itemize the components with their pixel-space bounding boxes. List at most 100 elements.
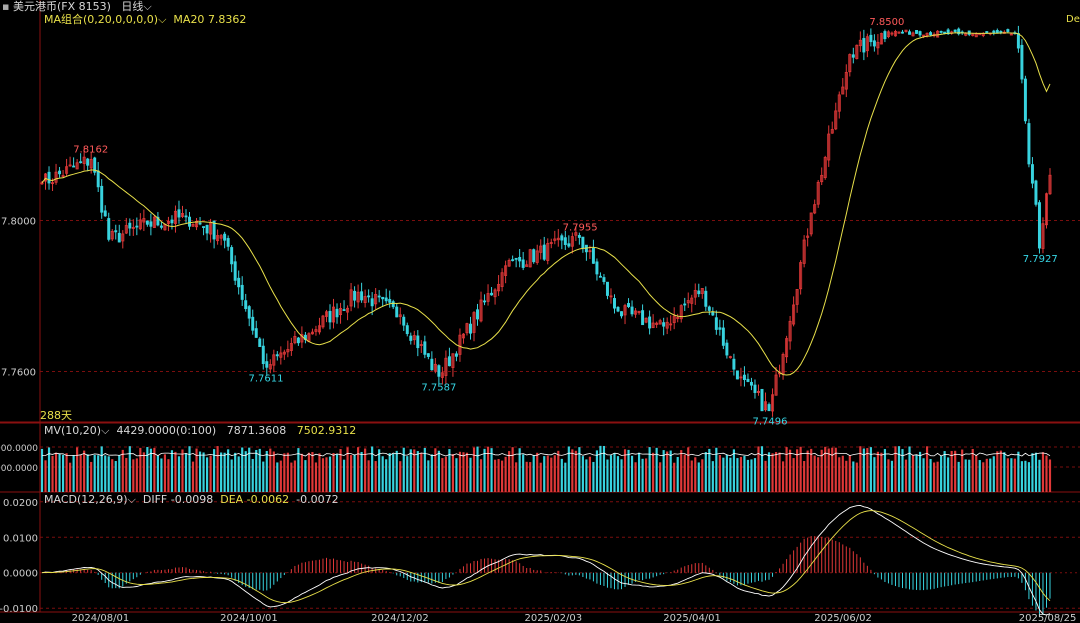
volume-bar xyxy=(385,459,388,492)
candle-body xyxy=(806,235,810,238)
volume-bar xyxy=(434,448,437,492)
candle-body xyxy=(205,224,209,234)
candle-body xyxy=(1037,202,1041,249)
volume-bar xyxy=(578,447,581,492)
volume-bar xyxy=(93,454,96,492)
candle-body xyxy=(184,215,188,218)
candle-body xyxy=(195,220,199,228)
volume-bar xyxy=(532,455,535,492)
volume-bar xyxy=(774,452,778,492)
volume-bar xyxy=(1010,458,1013,492)
volume-bar xyxy=(725,454,728,492)
candle-body xyxy=(725,342,729,356)
volume-bar xyxy=(676,457,679,492)
volume-value-3: 7502.9312 xyxy=(296,424,357,437)
period-select[interactable]: 日线 xyxy=(121,0,144,13)
candle-body xyxy=(915,30,919,34)
volume-bar xyxy=(374,461,377,492)
candle-body xyxy=(1045,193,1048,226)
candle-body xyxy=(1048,174,1052,195)
instrument-name[interactable]: 美元港币(FX 8153) xyxy=(12,0,111,13)
volume-bar xyxy=(567,446,570,492)
volume-bar xyxy=(170,450,174,492)
volume-bar xyxy=(265,450,268,492)
candle-body xyxy=(93,157,97,173)
volume-bars xyxy=(40,445,1052,492)
candle-body xyxy=(149,221,153,227)
volume-bar xyxy=(813,455,816,492)
candle-body xyxy=(676,317,680,319)
candle-body xyxy=(131,226,135,229)
volume-bar xyxy=(961,449,964,492)
candle-body xyxy=(662,322,666,327)
candle-body xyxy=(65,166,69,174)
candle-body xyxy=(816,181,820,205)
volume-bar xyxy=(213,449,216,492)
macd-diff-line xyxy=(41,504,1051,616)
candle-body xyxy=(314,329,318,332)
volume-bar xyxy=(248,447,251,492)
candle-body xyxy=(152,216,156,228)
volume-bar xyxy=(662,450,665,492)
macd-indicator-select[interactable]: MACD(12,26,9) xyxy=(44,493,128,506)
candle-body xyxy=(553,238,557,241)
chevron-down-icon[interactable]: ⌵ xyxy=(158,13,167,26)
candle-body xyxy=(58,170,62,175)
candle-body xyxy=(985,31,989,34)
x-tick-label: 2024/12/02 xyxy=(371,613,429,623)
volume-bar xyxy=(599,445,602,492)
volume-bar xyxy=(209,455,212,492)
candle-body xyxy=(532,249,536,263)
volume-bar xyxy=(135,458,138,492)
candle-body xyxy=(240,284,244,300)
candle-body xyxy=(1030,164,1034,184)
volume-bar xyxy=(416,451,419,492)
x-tick-label: 2025/04/01 xyxy=(663,613,721,623)
volume-bar xyxy=(883,449,887,492)
volume-bar xyxy=(729,457,732,492)
volume-indicator-select[interactable]: MV(10,20) xyxy=(44,424,102,437)
chevron-down-icon[interactable]: ⌵ xyxy=(101,424,110,437)
chevron-down-icon[interactable]: ⌵ xyxy=(127,493,136,506)
candle-body xyxy=(486,293,490,302)
volume-bar xyxy=(304,460,307,492)
candle-body xyxy=(159,225,163,228)
candle-body xyxy=(799,262,803,290)
price-indicator-select[interactable]: MA组合(0,20,0,0,0,0) xyxy=(44,13,159,26)
candle-body xyxy=(591,247,595,264)
candle-body xyxy=(86,158,90,166)
volume-bar xyxy=(335,454,339,492)
volume-bar xyxy=(220,452,223,492)
candle-body xyxy=(296,337,300,344)
price-annotation: 7.7496 xyxy=(753,417,788,428)
volume-bar xyxy=(339,449,342,492)
candle-body xyxy=(423,341,427,355)
menu-icon[interactable]: ▪ xyxy=(2,0,10,13)
volume-bar xyxy=(153,447,156,492)
volume-bar xyxy=(659,462,662,492)
volume-bar xyxy=(827,448,830,492)
volume-bar xyxy=(964,459,967,492)
candle-body xyxy=(142,218,146,223)
candle-body xyxy=(858,39,862,47)
volume-bar xyxy=(321,458,325,492)
candle-body xyxy=(216,235,220,242)
candle-body xyxy=(244,300,248,310)
candle-body xyxy=(627,302,631,307)
macd-dea-label: DEA -0.0062 xyxy=(220,493,290,506)
chevron-down-icon[interactable]: ⌵ xyxy=(143,0,152,13)
volume-bar xyxy=(947,457,950,492)
volume-bar xyxy=(750,459,753,492)
volume-bar xyxy=(652,452,655,492)
candle-body xyxy=(514,257,518,260)
volume-bar xyxy=(845,460,848,492)
volume-bar xyxy=(757,446,760,492)
candle-body xyxy=(412,335,416,341)
candle-body xyxy=(124,225,128,234)
candle-body xyxy=(567,243,571,247)
volume-bar xyxy=(992,456,995,492)
volume-bar xyxy=(817,457,820,492)
volume-tick-label: 9000.0000 xyxy=(0,444,38,454)
candle-body xyxy=(289,343,293,351)
volume-bar xyxy=(539,462,542,492)
